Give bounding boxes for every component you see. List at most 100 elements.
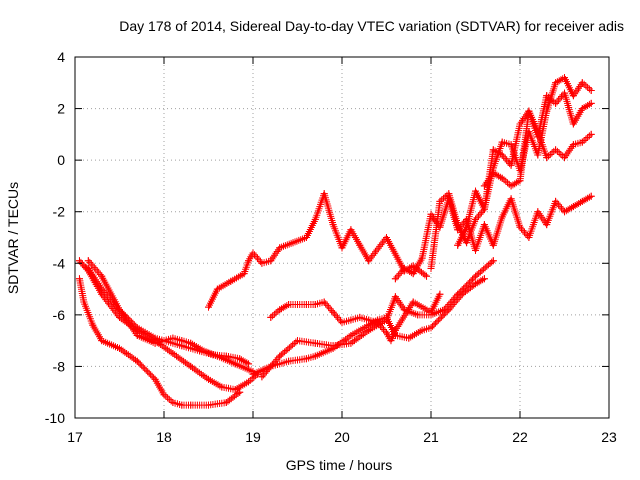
data-point [169,350,177,358]
data-point [427,311,435,319]
data-point [543,92,551,100]
data-point [454,241,462,249]
data-point [151,375,159,383]
y-tick-label: -2 [53,204,66,220]
data-point [587,130,595,138]
data-point [285,301,293,309]
data-point [472,246,479,254]
axis-layer: 17 18 19 20 21 22 23 -10 -8 -6 -4 -2 0 2 4 [45,49,617,445]
data-point [329,342,337,350]
data-point [516,120,524,128]
data-point [365,316,373,324]
data-point [75,275,83,283]
data-point [489,241,497,249]
data-point [507,141,515,149]
data-point [480,182,488,190]
plus-markers [427,107,595,272]
data-point [231,360,239,368]
data-point [498,138,506,146]
x-tick-label: 21 [423,429,439,445]
data-point [311,301,319,309]
data-point [480,205,488,213]
data-point [116,306,123,314]
data-point [561,74,568,82]
data-point [258,373,266,381]
data-point [400,306,408,314]
data-point [436,290,444,298]
data-point [245,360,253,368]
data-point [525,107,533,115]
data-point [356,241,364,249]
data-point [98,285,106,293]
data-point [391,326,399,334]
data-point [489,146,497,154]
data-point [169,399,177,407]
y-tick-label: 4 [57,49,65,65]
data-point [561,89,568,97]
chart-title: Day 178 of 2014, Sidereal Day-to-day VTE… [119,18,624,34]
data-point [418,254,426,262]
data-point [543,221,551,229]
data-point [578,197,586,205]
series-track-4 [84,257,257,376]
data-point [347,226,355,234]
data-point [276,306,284,314]
data-point [423,272,431,280]
data-point [489,257,497,265]
data-point [405,334,413,342]
data-point [80,298,88,306]
data-point [489,169,497,177]
data-point [507,161,515,169]
data-point [480,275,488,283]
data-point [516,177,524,185]
data-point [98,337,106,345]
data-point [178,337,186,345]
data-point [276,352,284,360]
data-point [391,293,399,301]
data-point [347,316,355,324]
data-point [365,257,373,265]
data-point [552,99,560,107]
data-point [205,303,212,311]
data-point [320,190,328,198]
data-point [302,355,310,363]
data-point [311,215,319,223]
series-track-11 [454,74,595,249]
data-point [387,337,395,345]
y-tick-label: -6 [53,307,66,323]
plot-frame [74,56,610,419]
x-axis-label: GPS time / hours [286,457,393,473]
data-point [516,223,524,231]
data-point [454,290,462,298]
data-point [569,92,577,100]
data-point [534,133,542,141]
data-point [507,182,515,190]
data-point [160,337,168,345]
marker-layer [75,74,595,409]
series-track-1 [75,275,244,409]
data-point [98,272,106,280]
data-point [463,223,471,231]
data-point [440,306,448,314]
y-tick-label: -4 [53,255,66,271]
x-tick-label: 22 [512,429,528,445]
data-point [561,154,568,162]
data-point [80,262,88,270]
data-point [133,331,141,339]
data-point [427,264,435,272]
data-point [578,105,586,113]
series-track-5 [205,190,431,311]
y-axis-label: SDTVAR / TECUs [5,182,21,294]
series-track-10 [427,107,595,272]
data-point [258,259,266,267]
data-point [116,344,123,352]
data-point [472,272,479,280]
data-point [249,249,257,257]
data-point [276,244,284,252]
data-point [409,270,417,278]
data-point [84,264,92,272]
data-point [569,203,577,211]
y-tick-label: 0 [57,152,65,168]
plus-markers [205,190,430,311]
data-point [338,319,346,327]
